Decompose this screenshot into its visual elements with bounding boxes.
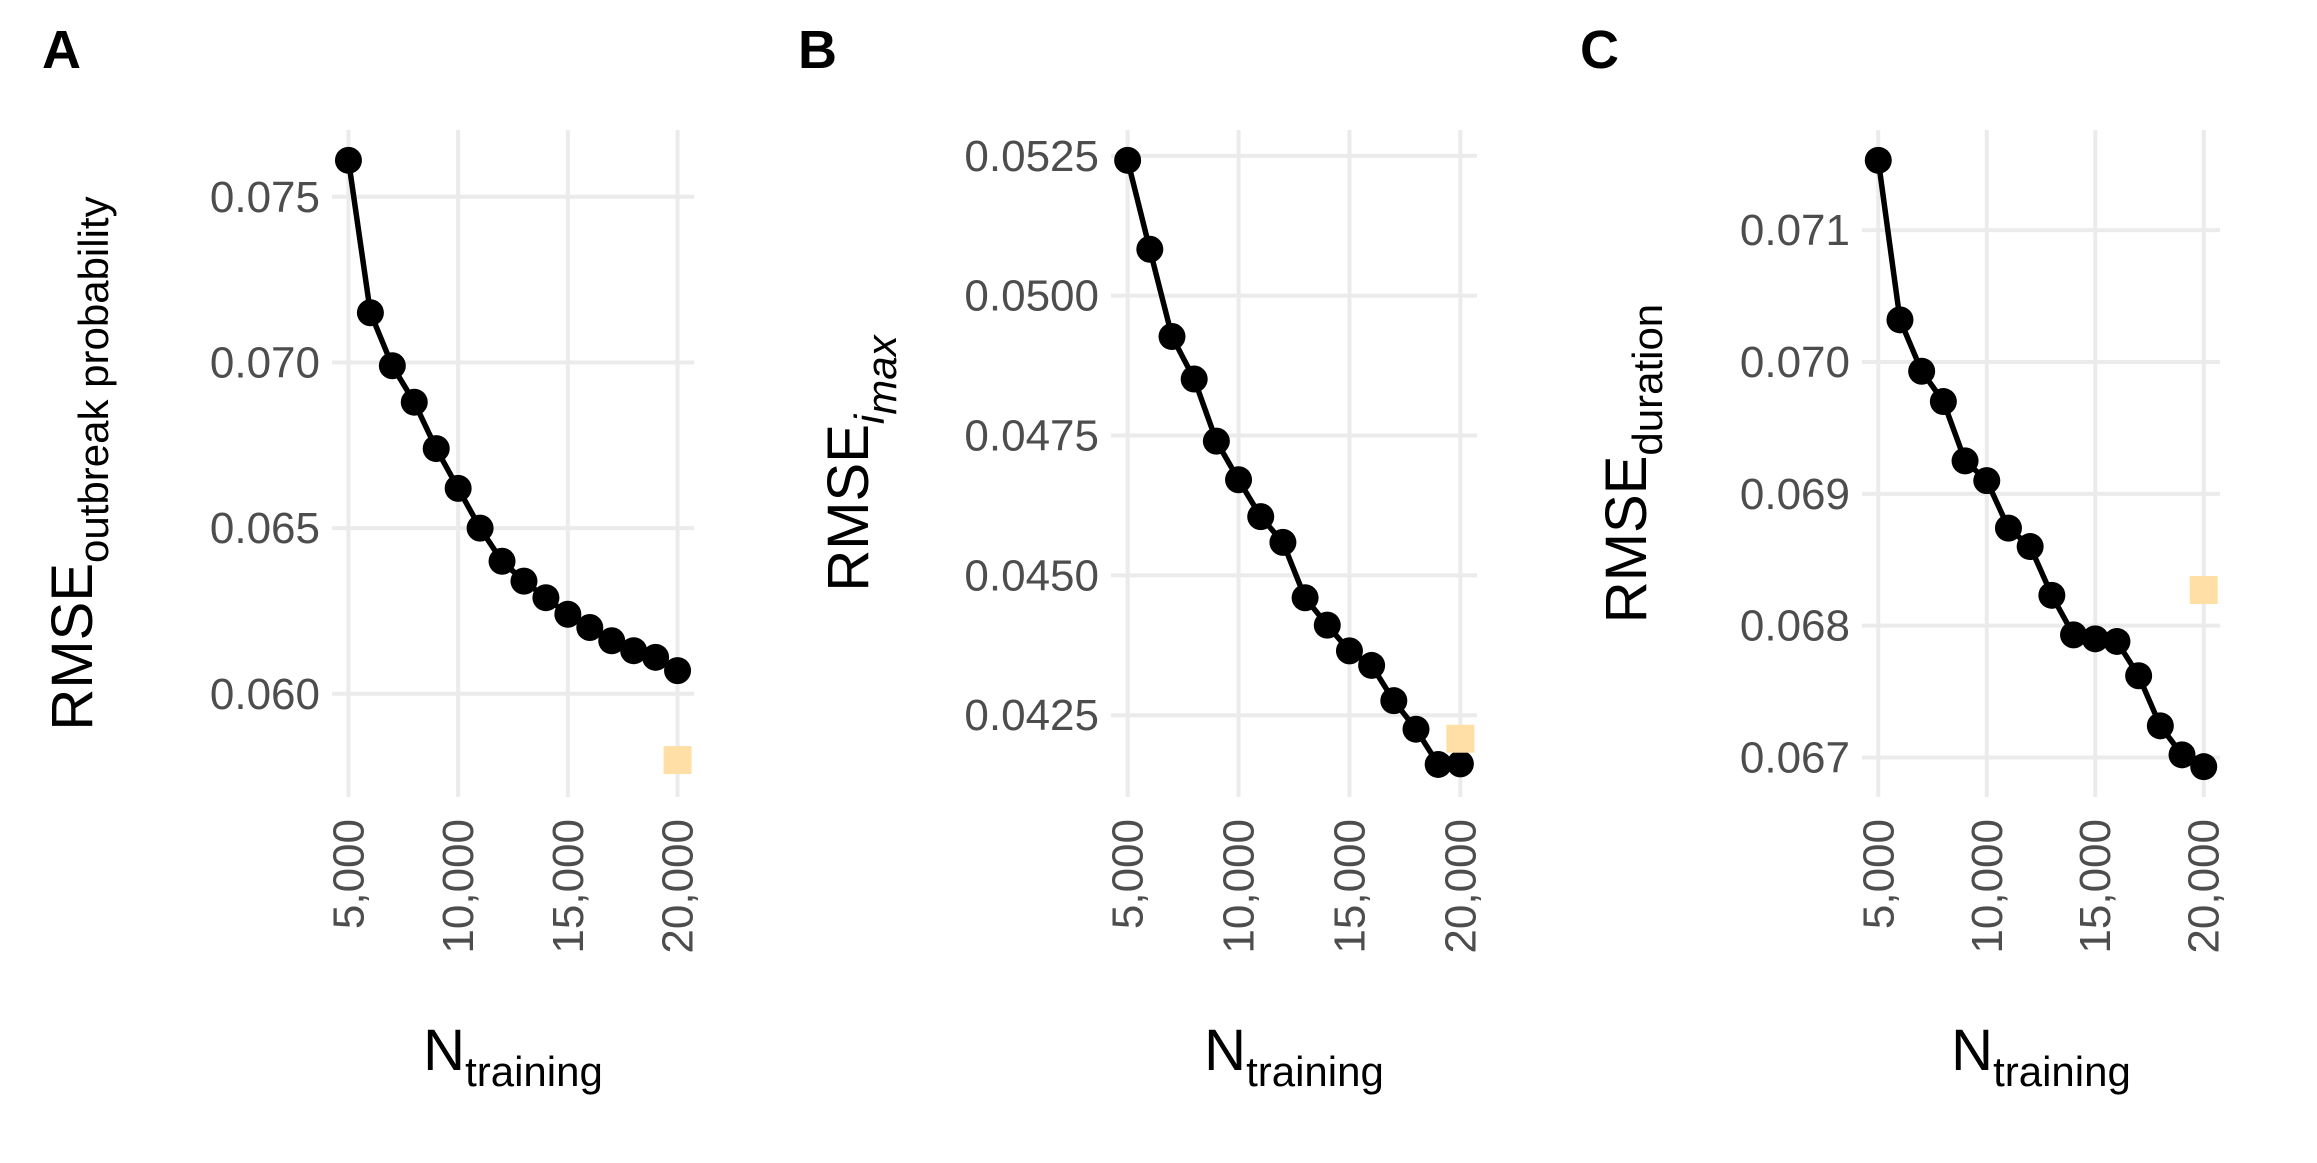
panel-a: A 0.060 0.065 0.070 0.075 5,000 10,000 15,000 20… — [40, 20, 703, 1095]
data-point — [444, 474, 472, 502]
data-point — [2190, 753, 2218, 781]
data-point — [2103, 627, 2131, 655]
x-axis-label: Ntraining — [1951, 1018, 2131, 1095]
data-point — [1424, 750, 1452, 778]
x-axis-label: Ntraining — [423, 1018, 603, 1095]
y-tick-label: 0.0450 — [964, 551, 1099, 600]
y-tick-label: 0.071 — [1740, 206, 1850, 255]
data-point — [488, 547, 516, 575]
y-tick-label: 0.069 — [1740, 470, 1850, 519]
x-tick-label: 5,000 — [1104, 819, 1153, 929]
data-point — [664, 657, 692, 685]
data-point — [1225, 466, 1253, 494]
x-tick-label: 20,000 — [2180, 819, 2229, 954]
y-tick-label: 0.060 — [210, 670, 320, 719]
panel-letter: A — [42, 20, 81, 80]
x-tick-label: 5,000 — [1854, 819, 1903, 929]
data-point — [2060, 621, 2088, 649]
data-point — [400, 388, 428, 416]
x-tick-label: 20,000 — [1436, 819, 1485, 954]
x-tick-label: 5,000 — [324, 819, 373, 929]
data-point — [532, 584, 560, 612]
y-tick-label: 0.0425 — [964, 691, 1099, 740]
data-point — [422, 435, 450, 463]
data-point — [1864, 146, 1892, 174]
data-point — [378, 352, 406, 380]
y-tick-label: 0.070 — [1740, 338, 1850, 387]
data-point — [1908, 357, 1936, 385]
data-point — [1269, 528, 1297, 556]
data-point — [1994, 514, 2022, 542]
data-point — [1247, 503, 1275, 531]
y-axis-label: RMSEoutbreak probability — [40, 196, 117, 730]
data-point — [1358, 651, 1386, 679]
data-point — [620, 637, 648, 665]
data-point — [1951, 447, 1979, 475]
x-tick-label: 15,000 — [1325, 819, 1374, 954]
data-point — [2038, 581, 2066, 609]
data-point — [1973, 467, 2001, 495]
data-point — [598, 627, 626, 655]
y-tick-label: 0.068 — [1740, 602, 1850, 651]
x-axis-label: Ntraining — [1204, 1018, 1384, 1095]
data-point — [2146, 712, 2174, 740]
data-point — [1446, 750, 1474, 778]
reference-point — [663, 746, 692, 775]
series-line — [1124, 159, 1461, 768]
data-point — [1136, 235, 1164, 263]
x-tick-label: 15,000 — [544, 819, 593, 954]
y-tick-label: 0.0525 — [964, 132, 1099, 181]
y-axis-label: RMSEduration — [1594, 304, 1671, 623]
series-line — [345, 159, 679, 673]
data-point — [1335, 637, 1363, 665]
data-point — [1929, 388, 1957, 416]
reference-point — [2189, 576, 2218, 605]
data-point — [2168, 741, 2196, 769]
data-point — [1180, 365, 1208, 393]
data-point — [510, 567, 538, 595]
data-point — [466, 514, 494, 542]
data-point — [554, 600, 582, 628]
data-point — [2081, 625, 2109, 653]
data-point — [1886, 306, 1914, 334]
data-point — [1114, 146, 1142, 174]
y-tick-label: 0.0500 — [964, 272, 1099, 321]
data-point — [356, 299, 384, 327]
y-tick-label: 0.0475 — [964, 412, 1099, 461]
x-tick-label: 15,000 — [2071, 819, 2120, 954]
data-point — [334, 146, 362, 174]
x-tick-label: 10,000 — [1215, 819, 1264, 954]
series-line — [1875, 159, 2206, 770]
data-point — [1202, 427, 1230, 455]
panel-letter: B — [798, 20, 837, 80]
data-point — [1158, 323, 1186, 351]
data-point — [1291, 584, 1319, 612]
reference-point — [1446, 724, 1475, 753]
x-tick-label: 20,000 — [654, 819, 703, 954]
data-point — [642, 643, 670, 671]
panel-letter: C — [1580, 20, 1619, 80]
data-point — [1402, 715, 1430, 743]
x-tick-label: 10,000 — [434, 819, 483, 954]
y-tick-label: 0.070 — [210, 338, 320, 387]
x-tick-label: 10,000 — [1963, 819, 2012, 954]
y-tick-label: 0.075 — [210, 173, 320, 222]
y-axis-label: RMSEimax — [816, 333, 905, 591]
y-tick-label: 0.065 — [210, 504, 320, 553]
panel-c: C 0.067 0.068 0.069 0.070 0.071 5,000 10,000 15,… — [1580, 20, 2229, 1095]
data-point — [1313, 611, 1341, 639]
panel-b: B 0.0425 0.0450 0.0475 0.0500 0.0525 5,000 10,0… — [798, 20, 1485, 1095]
data-point — [2016, 533, 2044, 561]
y-tick-label: 0.067 — [1740, 733, 1850, 782]
data-point — [1380, 687, 1408, 715]
data-point — [576, 614, 604, 642]
data-point — [2125, 662, 2153, 690]
